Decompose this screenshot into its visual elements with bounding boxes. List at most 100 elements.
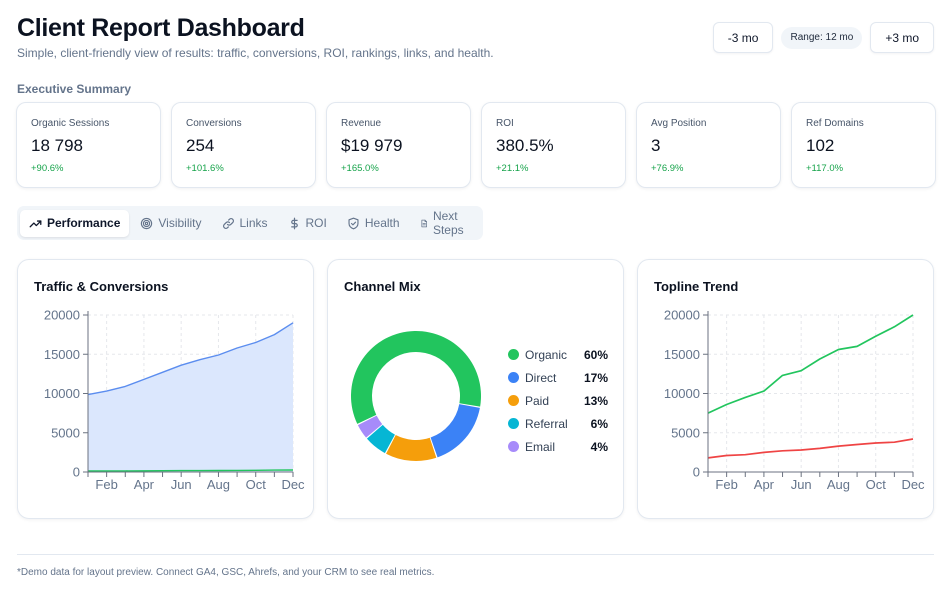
donut-slice-organic xyxy=(350,330,481,424)
topline-trend-card: Topline Trend 0 5000 10000 15000 20000 Feb Apr… xyxy=(637,259,934,519)
page-title: Client Report Dashboard xyxy=(17,14,305,42)
legend-item-direct: Direct 17% xyxy=(508,366,608,389)
x-tick-label: Jun xyxy=(791,477,812,492)
x-tick-label: Dec xyxy=(901,477,925,492)
kpi-delta: +90.6% xyxy=(31,163,64,174)
legend-item-email: Email 4% xyxy=(508,435,608,458)
y-tick-label: 5000 xyxy=(671,425,700,440)
kpi-label: Organic Sessions xyxy=(31,118,110,129)
legend-swatch xyxy=(508,418,519,429)
trending-up-icon xyxy=(29,219,42,227)
card-title: Topline Trend xyxy=(654,279,739,294)
card-title: Traffic & Conversions xyxy=(34,279,169,294)
tab-label: Visibility xyxy=(158,216,202,230)
x-tick-label: Oct xyxy=(866,477,887,492)
series-line-0 xyxy=(87,322,294,396)
y-tick-label: 5000 xyxy=(51,425,80,440)
legend-label: Referral xyxy=(525,416,568,431)
kpi-card-avg-position: Avg Position 3 +76.9% xyxy=(636,102,781,188)
footnote: *Demo data for layout preview. Connect G… xyxy=(17,567,435,578)
range-back-button[interactable]: -3 mo xyxy=(712,22,774,53)
kpi-delta: +76.9% xyxy=(651,163,684,174)
tab-next-steps[interactable]: Next Steps xyxy=(411,209,480,237)
legend-item-referral: Referral 6% xyxy=(508,412,608,435)
series-line-1 xyxy=(707,438,914,459)
tab-performance[interactable]: Performance xyxy=(20,209,130,237)
y-tick-label: 0 xyxy=(693,465,700,480)
legend-swatch xyxy=(508,372,519,383)
x-tick-label: Oct xyxy=(246,477,267,492)
section-label-executive-summary: Executive Summary xyxy=(17,82,132,96)
kpi-label: Revenue xyxy=(341,118,382,129)
tab-health[interactable]: Health xyxy=(338,210,409,237)
kpi-delta: +165.0% xyxy=(341,163,379,174)
y-tick-label: 15000 xyxy=(664,347,700,362)
range-controls: -3 mo Range: 12 mo +3 mo xyxy=(712,22,934,53)
kpi-value: 102 xyxy=(806,136,835,155)
kpi-value: 18 798 xyxy=(31,136,83,155)
legend-label: Direct xyxy=(525,370,557,385)
x-tick-label: Dec xyxy=(281,477,305,492)
y-tick-label: 15000 xyxy=(44,347,80,362)
range-forward-button[interactable]: +3 mo xyxy=(870,22,934,53)
kpi-label: Avg Position xyxy=(651,118,707,129)
x-tick-label: Feb xyxy=(95,477,117,492)
y-tick-label: 0 xyxy=(73,465,80,480)
kpi-label: Ref Domains xyxy=(806,118,864,129)
kpi-value: 380.5% xyxy=(496,136,554,155)
kpi-card-roi: ROI 380.5% +21.1% xyxy=(481,102,626,188)
y-tick-label: 10000 xyxy=(44,386,80,401)
tab-label: Links xyxy=(239,216,268,230)
kpi-label: Conversions xyxy=(186,118,242,129)
tab-label: Next Steps xyxy=(432,209,464,237)
link-icon xyxy=(222,217,234,229)
traffic-conversions-chart: 0 5000 10000 15000 20000 Feb Apr Jun Aug Oct Dec xyxy=(44,308,305,493)
kpi-card-conversions: Conversions 254 +101.6% xyxy=(171,102,316,188)
series-line-1 xyxy=(87,469,294,472)
tab-label: Health xyxy=(364,216,400,230)
series-line-0 xyxy=(707,314,914,414)
legend-value: 17% xyxy=(583,370,608,385)
kpi-card-organic-sessions: Organic Sessions 18 798 +90.6% xyxy=(16,102,161,188)
tab-links[interactable]: Links xyxy=(213,210,277,237)
x-tick-label: Aug xyxy=(207,477,230,492)
tab-label: Performance xyxy=(47,216,121,230)
kpi-value: 254 xyxy=(186,136,215,155)
kpi-value: $19 979 xyxy=(341,136,403,155)
shield-icon xyxy=(348,217,359,229)
kpi-delta: +101.6% xyxy=(186,163,224,174)
legend-label: Email xyxy=(525,439,556,454)
dollar-icon xyxy=(290,217,298,229)
y-tick-label: 20000 xyxy=(44,308,80,323)
tab-roi[interactable]: ROI xyxy=(279,210,336,237)
legend-value: 13% xyxy=(583,393,608,408)
legend-value: 4% xyxy=(590,439,608,454)
channel-legend: Organic 60% Direct 17% Paid 13% Referral… xyxy=(508,343,608,458)
legend-label: Paid xyxy=(525,393,550,408)
x-tick-label: Feb xyxy=(715,477,737,492)
kpi-card-revenue: Revenue $19 979 +165.0% xyxy=(326,102,471,188)
donut-slice-paid xyxy=(386,435,437,461)
donut-slice-email xyxy=(357,415,383,438)
tab-visibility[interactable]: Visibility xyxy=(131,210,210,237)
range-badge: Range: 12 mo xyxy=(781,26,863,49)
tab-label: ROI xyxy=(305,216,327,230)
y-tick-label: 20000 xyxy=(664,308,700,323)
channel-mix-card: Channel Mix Organic 60% Direct 17% Paid … xyxy=(327,259,624,519)
x-tick-label: Aug xyxy=(827,477,850,492)
x-tick-label: Jun xyxy=(171,477,192,492)
page-subtitle: Simple, client-friendly view of results:… xyxy=(17,46,494,60)
x-tick-label: Apr xyxy=(754,477,775,492)
target-icon xyxy=(141,217,153,229)
legend-swatch xyxy=(508,441,519,452)
kpi-row: Organic Sessions 18 798 +90.6% Conversio… xyxy=(16,102,936,188)
document-icon xyxy=(421,219,427,227)
kpi-delta: +21.1% xyxy=(496,163,529,174)
channel-mix-chart xyxy=(350,330,481,461)
x-tick-label: Apr xyxy=(134,477,155,492)
legend-label: Organic xyxy=(525,347,568,362)
y-tick-label: 10000 xyxy=(664,386,700,401)
legend-value: 60% xyxy=(583,347,608,362)
traffic-conversions-card: Traffic & Conversions 0 5000 10000 15000 200… xyxy=(17,259,314,519)
legend-item-organic: Organic 60% xyxy=(508,343,608,366)
